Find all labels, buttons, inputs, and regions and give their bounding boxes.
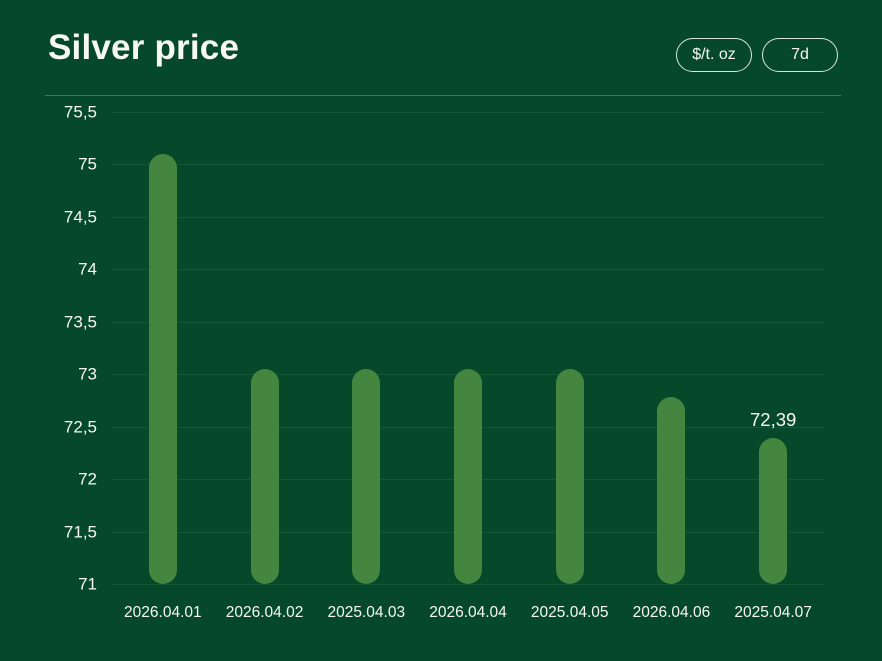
value-label: 72,39 xyxy=(749,408,797,430)
y-tick-label: 74 xyxy=(78,259,97,279)
y-tick-label: 71,5 xyxy=(63,522,97,542)
x-tick-label: 2025.04.07 xyxy=(734,604,812,621)
page-title: Silver price xyxy=(48,28,240,67)
header-divider xyxy=(45,95,841,96)
y-tick-label: 75,5 xyxy=(63,102,97,122)
x-tick-label: 2025.04.05 xyxy=(530,604,609,621)
bar[interactable] xyxy=(555,368,584,584)
header-controls: $/t. oz 7d xyxy=(676,38,838,72)
y-axis: 75,5 75 74,5 74 73,5 73 72,5 72 71,5 71 xyxy=(0,104,97,593)
x-tick-label: 2026.04.02 xyxy=(225,604,304,621)
gridline xyxy=(112,164,824,166)
x-tick-label: 2026.04.04 xyxy=(429,604,507,621)
gridline xyxy=(112,321,824,323)
y-tick-label: 71 xyxy=(78,574,97,594)
bar[interactable] xyxy=(250,368,279,584)
y-tick-label: 72 xyxy=(78,469,97,489)
plot-area: 72,39 xyxy=(112,112,824,585)
bar[interactable] xyxy=(148,153,177,584)
bar[interactable] xyxy=(759,438,788,584)
bar[interactable] xyxy=(454,368,482,584)
range-button[interactable]: 7d xyxy=(762,38,838,72)
y-tick-label: 73,5 xyxy=(63,312,97,332)
unit-button[interactable]: $/t. oz xyxy=(676,38,752,72)
y-tick-label: 73 xyxy=(78,364,97,384)
gridline xyxy=(112,112,824,113)
gridline xyxy=(112,216,824,218)
y-tick-label: 74,5 xyxy=(63,207,97,227)
bar[interactable] xyxy=(352,368,381,584)
gridline xyxy=(112,584,824,585)
y-tick-label: 72,5 xyxy=(63,417,97,437)
y-tick-label: 75 xyxy=(78,154,97,174)
x-tick-label: 2026.04.06 xyxy=(632,604,711,621)
x-axis: 2026.04.01 2026.04.02 2025.04.03 2026.04.04… xyxy=(112,600,824,634)
x-tick-label: 2026.04.01 xyxy=(124,604,202,621)
x-tick-label: 2025.04.03 xyxy=(327,604,406,621)
bar[interactable] xyxy=(657,397,686,584)
gridline xyxy=(112,269,824,271)
